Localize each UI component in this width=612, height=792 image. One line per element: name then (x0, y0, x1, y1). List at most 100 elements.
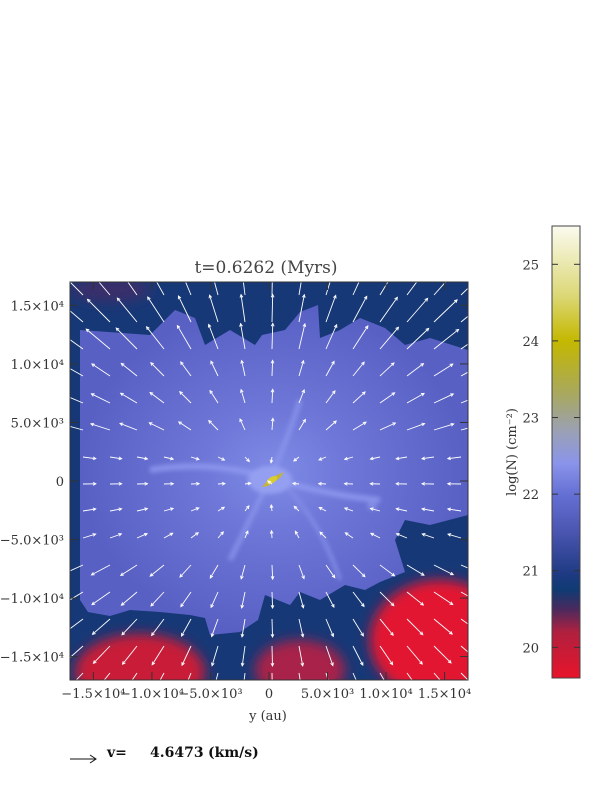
velocity-arrow (433, 672, 441, 680)
velocity-arrow (379, 326, 400, 350)
velocity-arrow (270, 293, 275, 323)
velocity-arrow (120, 591, 138, 606)
velocity-arrow (119, 564, 138, 576)
velocity-arrow (325, 282, 331, 296)
velocity-arrow (379, 645, 394, 666)
velocity-arrow (421, 507, 435, 512)
velocity-arrow (325, 591, 335, 609)
velocity-arrow (352, 591, 365, 608)
velocity-arrow (352, 564, 366, 578)
velocity-arrow (116, 297, 138, 323)
x-tick-label: −1.0×10⁴ (120, 687, 184, 702)
velocity-arrow (145, 326, 165, 350)
velocity-arrow (150, 591, 165, 607)
velocity-arrow (433, 591, 454, 606)
velocity-arrow (317, 481, 327, 486)
velocity-arrow (433, 393, 455, 404)
y-axis: 1.5×10⁴ 1.0×10⁴ 5.0×10³ 0 −5.0×10³ −1.0×10⁴ −1… (0, 299, 468, 666)
velocity-arrow (369, 507, 381, 512)
velocity-arrow (433, 618, 453, 635)
velocity-arrow (180, 361, 192, 377)
x-tick-label: 1.5×10⁴ (418, 687, 471, 702)
velocity-arrow (406, 618, 424, 636)
velocity-arrow (70, 282, 84, 296)
velocity-arrow (343, 481, 354, 486)
velocity-arrow (270, 388, 275, 404)
velocity-arrow (446, 481, 462, 486)
velocity-arrow (148, 422, 165, 431)
velocity-arrow (240, 359, 246, 377)
velocity-arrow (460, 371, 468, 377)
velocity-arrow (91, 618, 111, 635)
velocity-arrow (180, 591, 192, 608)
velocity-arrow (120, 362, 138, 377)
velocity-arrow (163, 507, 175, 512)
velocity-arrow (209, 564, 219, 579)
velocity-arrow (395, 481, 408, 486)
colorbar-tick-label: 20 (522, 641, 539, 656)
velocity-arrow (369, 456, 381, 461)
velocity-arrow (270, 359, 275, 377)
colorbar-tick-label: 25 (522, 258, 539, 273)
velocity-arrow (214, 282, 219, 296)
velocity-arrow (163, 481, 175, 486)
velocity-arrow (319, 531, 327, 539)
velocity-arrow (294, 530, 300, 539)
velocity-arrow (269, 456, 274, 464)
velocity-arrow (318, 507, 327, 512)
velocity-arrow (379, 362, 395, 377)
velocity-arrow (433, 422, 455, 431)
velocity-arrow (298, 322, 307, 350)
velocity-arrow (115, 327, 138, 350)
velocity-arrow (109, 456, 123, 461)
velocity-arrow (270, 322, 275, 350)
velocity-arrow (352, 295, 368, 323)
velocity-arrow (190, 532, 200, 539)
y-tick-label: 5.0×10³ (11, 416, 64, 431)
velocity-arrow (243, 672, 246, 680)
x-tick-label: 5.0×10³ (301, 687, 354, 702)
velocity-arrow (352, 618, 364, 637)
velocity-arrow (379, 422, 397, 431)
velocity-arrow (147, 296, 165, 323)
velocity-arrow (82, 507, 97, 512)
velocity-arrow (293, 505, 300, 512)
colorbar-gradient (551, 225, 581, 679)
velocity-arrow (352, 282, 360, 296)
y-tick-label: −1.0×10⁴ (0, 592, 64, 607)
low-density-lobe-bottom-left (75, 634, 205, 680)
velocity-arrow (127, 282, 138, 296)
velocity-arrow (406, 362, 425, 377)
velocity-arrow (270, 417, 275, 431)
velocity-arrow (70, 564, 84, 572)
velocity-arrow (159, 672, 165, 680)
velocity-arrow (379, 591, 395, 607)
velocity-arrow (131, 672, 138, 680)
velocity-arrow (75, 672, 84, 680)
velocity-arrow (210, 618, 219, 638)
velocity-arrow (433, 299, 458, 323)
velocity-arrow (119, 392, 138, 404)
velocity-arrow (369, 532, 381, 539)
velocity-arrow (190, 456, 200, 461)
velocity-arrow (240, 618, 246, 638)
velocity-arrow (433, 564, 455, 576)
velocity-arrow (406, 672, 413, 680)
velocity-arrow (421, 456, 435, 461)
velocity-arrow (270, 618, 275, 639)
velocity-key: v= 4.6473 (km/s) (70, 745, 259, 764)
velocity-arrow (217, 456, 226, 461)
velocity-arrow (433, 328, 460, 350)
velocity-arrow (352, 361, 365, 377)
velocity-arrow (149, 391, 165, 404)
velocity-arrow (109, 507, 123, 512)
blob-right (367, 502, 377, 510)
colorbar-tick-label: 22 (522, 488, 539, 503)
velocity-arrow (82, 481, 97, 486)
velocity-arrow (98, 282, 111, 296)
velocity-arrow (270, 591, 275, 610)
velocity-arrow (239, 293, 246, 323)
velocity-arrow (177, 295, 192, 323)
velocity-arrow (379, 282, 389, 296)
